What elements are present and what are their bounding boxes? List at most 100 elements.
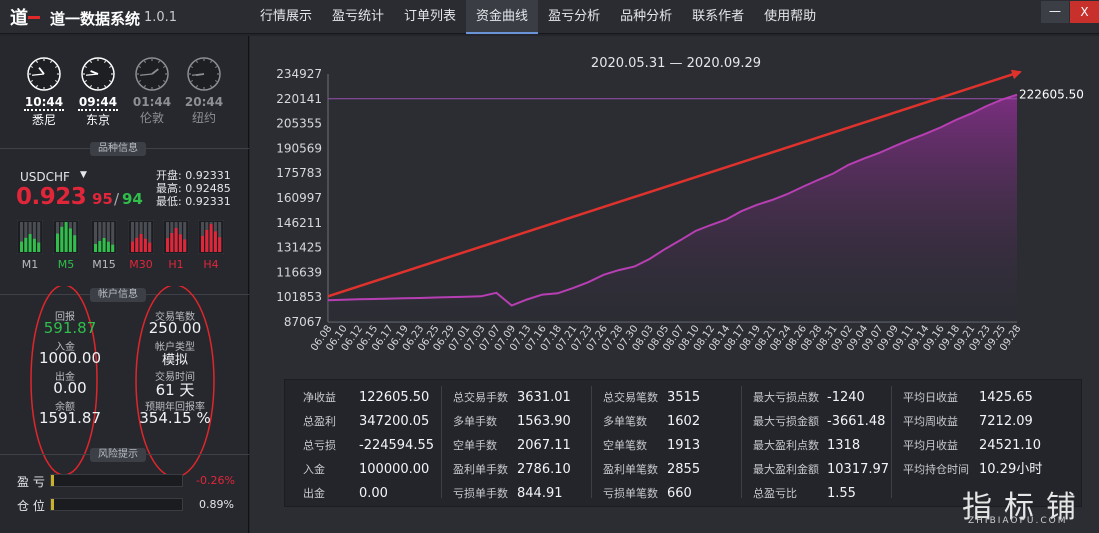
timeframe-1[interactable]: M5 <box>53 220 83 271</box>
stat-label: 总交易笔数 <box>603 391 658 404</box>
stat-value: 3631.01 <box>517 390 571 405</box>
stat-row: 盈利单手数 2786.10 <box>453 456 571 480</box>
annual-return-value: 354.15 % <box>139 409 211 427</box>
y-tick-label: 175783 <box>276 166 322 180</box>
close-button[interactable]: X <box>1070 1 1099 23</box>
stat-row: 净收益 122605.50 <box>303 384 434 408</box>
stat-label: 多单笔数 <box>603 415 647 428</box>
price-bid-tail: 95 <box>92 190 113 208</box>
x-axis: 06.0806.1006.1206.1506.1706.1906.2306.25… <box>309 321 1023 353</box>
symbol-selector[interactable]: USDCHF <box>20 170 70 184</box>
deposit-value: 1000.00 <box>38 349 102 367</box>
stat-value: 844.91 <box>517 486 563 501</box>
y-tick-label: 116639 <box>276 265 322 279</box>
stat-value: 1913 <box>667 438 701 453</box>
stat-value: -1240 <box>827 390 865 405</box>
stat-value: 1425.65 <box>979 390 1033 405</box>
stat-row: 出金 0.00 <box>303 480 434 504</box>
stat-row: 最大盈利金额 10317.97 <box>753 456 889 480</box>
stat-label: 空单笔数 <box>603 439 647 452</box>
stats-column-col1: 净收益 122605.50 总盈利 347200.05 总亏损 -224594.55 入金 1… <box>303 384 434 504</box>
timeframe-label: H1 <box>168 258 184 271</box>
timeframe-label: H4 <box>203 258 219 271</box>
stat-row: 空单笔数 1913 <box>603 432 700 456</box>
open-price: 开盘: 0.92331 <box>156 169 231 182</box>
stat-label: 总亏损 <box>303 439 336 452</box>
tab-0[interactable]: 行情展示 <box>260 9 313 24</box>
stat-value: 7212.09 <box>979 414 1033 429</box>
equity-line <box>327 93 1018 307</box>
stat-label: 平均日收益 <box>903 391 958 404</box>
stat-value: 1602 <box>667 414 701 429</box>
clock-time: 20:44 <box>184 95 224 109</box>
tab-2[interactable]: 订单列表 <box>404 9 457 24</box>
timeframe-2[interactable]: M15 <box>91 220 121 271</box>
risk-position-value: 0.89% <box>199 498 234 511</box>
stat-label: 最大亏损点数 <box>753 391 819 404</box>
stat-value: 347200.05 <box>359 414 430 429</box>
tab-7[interactable]: 使用帮助 <box>764 9 817 24</box>
retrace-label: 回报 <box>55 312 75 323</box>
equity-area <box>328 94 1017 322</box>
timeframe-5[interactable]: H4 <box>198 220 228 271</box>
stat-row: 亏损单笔数 660 <box>603 480 700 504</box>
clock-face-icon <box>27 57 61 91</box>
stat-row: 总交易笔数 3515 <box>603 384 700 408</box>
timeframe-3[interactable]: M30 <box>128 220 158 271</box>
high-price: 最高: 0.92485 <box>156 182 231 195</box>
caret-down-icon[interactable]: ▼ <box>80 170 87 180</box>
stats-column-col3: 总交易笔数 3515 多单笔数 1602 空单笔数 1913 盈利单笔数 2855 亏损单笔数 6… <box>603 384 700 504</box>
strength-bars-icon <box>163 220 189 254</box>
timeframe-label: M30 <box>129 258 153 271</box>
equity-chart: 2020.05.31 — 2020.09.29 234927 220141 2053… <box>276 56 1084 353</box>
stats-divider <box>591 386 592 498</box>
stat-row: 多单笔数 1602 <box>603 408 700 432</box>
timeframe-0[interactable]: M1 <box>17 220 47 271</box>
clock-2: 01:44 伦敦 <box>132 56 172 126</box>
price-main: 0.923 <box>16 184 87 210</box>
stat-label: 出金 <box>303 487 325 500</box>
main-panel: 2020.05.31 — 2020.09.29 234927 220141 2053… <box>250 36 1099 533</box>
svg-text:道: 道 <box>10 7 28 29</box>
clock-time: 10:44 <box>24 95 64 111</box>
account-type-value: 模拟 <box>161 353 188 368</box>
tab-5[interactable]: 品种分析 <box>620 9 673 24</box>
stat-value: 1563.90 <box>517 414 571 429</box>
clock-city: 悉尼 <box>31 113 56 127</box>
last-value-label: 222605.50 <box>1019 88 1084 102</box>
tab-6[interactable]: 联系作者 <box>692 9 745 24</box>
timeframe-label: M15 <box>92 258 116 271</box>
tab-1[interactable]: 盈亏统计 <box>332 9 385 24</box>
clock-3: 20:44 纽约 <box>184 56 224 126</box>
minimize-button[interactable]: — <box>1041 1 1069 23</box>
stat-value: -224594.55 <box>359 438 434 453</box>
y-axis: 234927 220141 205355 190569 175783 160997 1462… <box>276 67 329 329</box>
tab-4[interactable]: 盈亏分析 <box>548 9 601 24</box>
account-info-header: 帐户信息 <box>0 288 249 306</box>
stat-label: 净收益 <box>303 391 336 404</box>
timeframe-4[interactable]: H1 <box>163 220 193 271</box>
stat-value: 3515 <box>667 390 701 405</box>
stat-row: 亏损单手数 844.91 <box>453 480 571 504</box>
account-info-title: 帐户信息 <box>90 288 146 302</box>
stat-value: 660 <box>667 486 692 501</box>
lots-value: 250.00 <box>148 319 202 337</box>
clock-0: 10:44 悉尼 <box>24 56 64 128</box>
stat-label: 盈利单笔数 <box>603 463 658 476</box>
trade-days-value: 61 天 <box>155 381 195 399</box>
logo-icon: 道 <box>10 7 40 29</box>
y-tick-label: 160997 <box>276 191 322 205</box>
stat-value: 100000.00 <box>359 462 430 477</box>
stat-label: 空单手数 <box>453 439 497 452</box>
strength-bars-icon <box>17 220 43 254</box>
stat-row: 最大亏损点数 -1240 <box>753 384 889 408</box>
stat-label: 多单手数 <box>453 415 497 428</box>
strength-bars-icon <box>198 220 224 254</box>
title-bar: 道 道一数据系统 1.0.1 行情展示 盈亏统计 订单列表 资金曲线 盈亏分析 品种分析 联… <box>0 0 1099 34</box>
stat-row: 平均月收益 24521.10 <box>903 432 1042 456</box>
stats-column-col5: 平均日收益 1425.65 平均周收益 7212.09 平均月收益 24521.10 平均持… <box>903 384 1042 504</box>
stat-value: 10317.97 <box>827 462 890 477</box>
app-title: 道一数据系统 <box>50 10 141 28</box>
tab-3[interactable]: 资金曲线 <box>466 0 539 34</box>
price-separator: / <box>114 190 120 208</box>
